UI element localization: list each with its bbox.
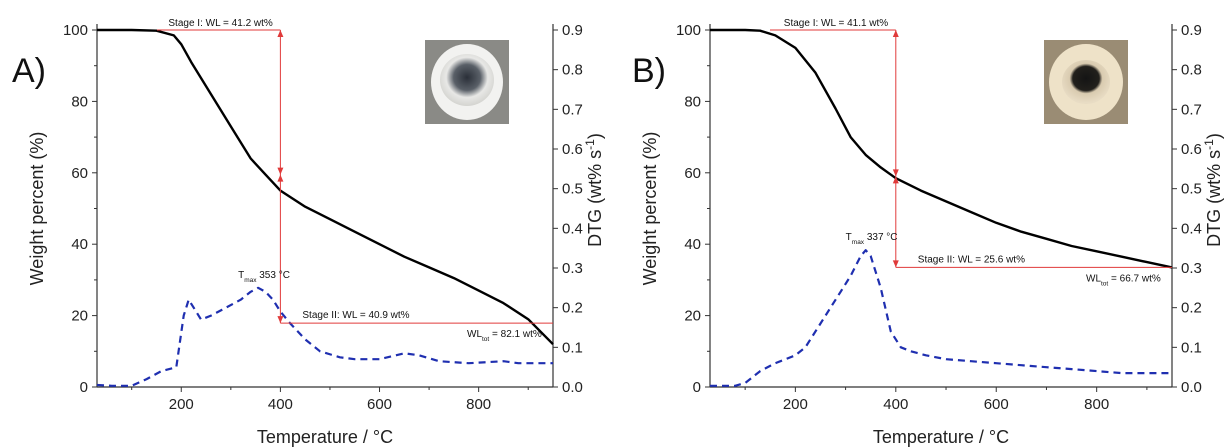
y2-tick-label: 0.8 (1181, 62, 1202, 79)
y-tick-label: 20 (684, 308, 701, 325)
x-tick-label: 200 (783, 396, 808, 413)
y-tick-label: 0 (80, 379, 88, 396)
y-tick-label: 100 (63, 22, 88, 39)
y2-tick-label: 0.0 (562, 379, 583, 396)
y2-tick-label: 0.1 (1181, 339, 1202, 356)
y2-tick-label: 0.6 (562, 141, 583, 158)
y-tick-label: 80 (684, 93, 701, 110)
y2-tick-label: 0.3 (562, 260, 583, 277)
arrowhead (892, 260, 899, 268)
y2-tick-label: 0.1 (562, 339, 583, 356)
x-tick-label: 600 (984, 396, 1009, 413)
y2-tick-label: 0.7 (1181, 101, 1202, 118)
chart-panel-a: A) 200 400 600 800 0 20 40 60 80 100 0.0 0.1 0.2 0.3 0… (12, 18, 605, 447)
panel-label: B) (632, 52, 666, 90)
crucible-residue (440, 54, 494, 106)
y-tick-label: 60 (684, 165, 701, 182)
y2-axis-title: DTG (wt% s-1) (583, 133, 605, 247)
x-tick-label: 600 (367, 396, 392, 413)
y2-tick-label: 0.0 (1181, 379, 1202, 396)
y2-tick-label: 0.9 (562, 22, 583, 39)
x-tick-label: 800 (1084, 396, 1109, 413)
y2-tick-label: 0.6 (1181, 141, 1202, 158)
x-tick-label: 800 (466, 396, 491, 413)
crucible-residue (1062, 60, 1110, 104)
y-tick-label: 20 (71, 308, 88, 325)
plot-area: 200 400 600 800 0 20 40 60 80 100 0.0 0.1 0.2 0.3 0.4 0… (640, 18, 1224, 447)
total-weight-loss-annotation: WLtot = 82.1 wt% (467, 329, 542, 343)
x-tick-label: 400 (268, 396, 293, 413)
y2-tick-label: 0.2 (1181, 300, 1202, 317)
arrowhead (892, 30, 899, 37)
y-axis-title: Weight percent (%) (27, 132, 47, 286)
total-weight-loss-annotation: WLtot = 66.7 wt% (1086, 273, 1161, 287)
chart-panel-b: B) 200 400 600 800 0 20 40 60 80 100 0.0 0.1 0.2 0.3 0… (632, 18, 1224, 447)
y2-tick-label: 0.4 (1181, 220, 1202, 237)
y2-tick-label: 0.5 (562, 181, 583, 198)
y2-tick-label: 0.7 (562, 101, 583, 118)
dtg-series-line (710, 249, 1172, 387)
tmax-annotation: Tmax 337 °C (846, 232, 898, 246)
y2-tick-label: 0.9 (1181, 22, 1202, 39)
arrowhead (277, 316, 284, 324)
arrowhead (892, 176, 899, 184)
plot-area: 200 400 600 800 0 20 40 60 80 100 0.0 0.1 0.2 0.3 0.4 0… (27, 18, 605, 447)
stage2-annotation: Stage II: WL = 25.6 wt% (918, 254, 1025, 265)
x-axis-title: Temperature / °C (257, 427, 393, 447)
y-tick-label: 80 (71, 93, 88, 110)
y-axis-title: Weight percent (%) (640, 132, 660, 286)
arrowhead (892, 169, 899, 177)
stage2-annotation: Stage II: WL = 40.9 wt% (302, 310, 409, 321)
y2-tick-label: 0.3 (1181, 260, 1202, 277)
weight-series-line (710, 28, 1173, 269)
y-tick-label: 0 (693, 379, 701, 396)
y2-tick-label: 0.4 (562, 220, 583, 237)
y-tick-label: 60 (71, 165, 88, 182)
arrowhead (277, 167, 284, 175)
y-tick-label: 40 (71, 236, 88, 253)
y2-tick-label: 0.8 (562, 62, 583, 79)
x-axis-title: Temperature / °C (873, 427, 1009, 447)
y2-axis-title: DTG (wt% s-1) (1202, 133, 1224, 247)
y2-tick-label: 0.5 (1181, 181, 1202, 198)
panel-label: A) (12, 52, 46, 90)
stage1-annotation: Stage I: WL = 41.2 wt% (168, 18, 273, 29)
x-tick-label: 400 (883, 396, 908, 413)
arrowhead (277, 174, 284, 182)
y-tick-label: 100 (676, 22, 701, 39)
weight-series-line (97, 28, 554, 346)
tmax-annotation: Tmax 353 °C (238, 270, 290, 284)
stage1-annotation: Stage I: WL = 41.1 wt% (784, 18, 889, 29)
x-tick-label: 200 (169, 396, 194, 413)
y2-tick-label: 0.2 (562, 300, 583, 317)
arrowhead (277, 30, 284, 37)
y-tick-label: 40 (684, 236, 701, 253)
